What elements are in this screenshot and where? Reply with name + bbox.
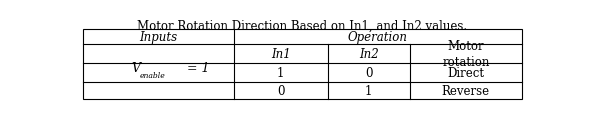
Text: 1: 1 [365,84,372,97]
Text: 1: 1 [277,67,284,80]
Text: = 1: = 1 [183,61,210,74]
Text: Motor
rotation: Motor rotation [442,40,490,69]
Text: Direct: Direct [447,67,484,80]
Text: 0: 0 [365,67,372,80]
Text: Motor Rotation Direction Based on In1, and In2 values.: Motor Rotation Direction Based on In1, a… [137,20,467,33]
Bar [83,30,522,99]
Text: In1: In1 [271,48,290,61]
Text: enable: enable [140,71,166,79]
Text: V: V [131,61,140,74]
Text: 0: 0 [277,84,284,97]
Text: In2: In2 [359,48,379,61]
Text: Reverse: Reverse [442,84,490,97]
Text: Inputs: Inputs [139,31,178,44]
Text: Operation: Operation [348,31,408,44]
